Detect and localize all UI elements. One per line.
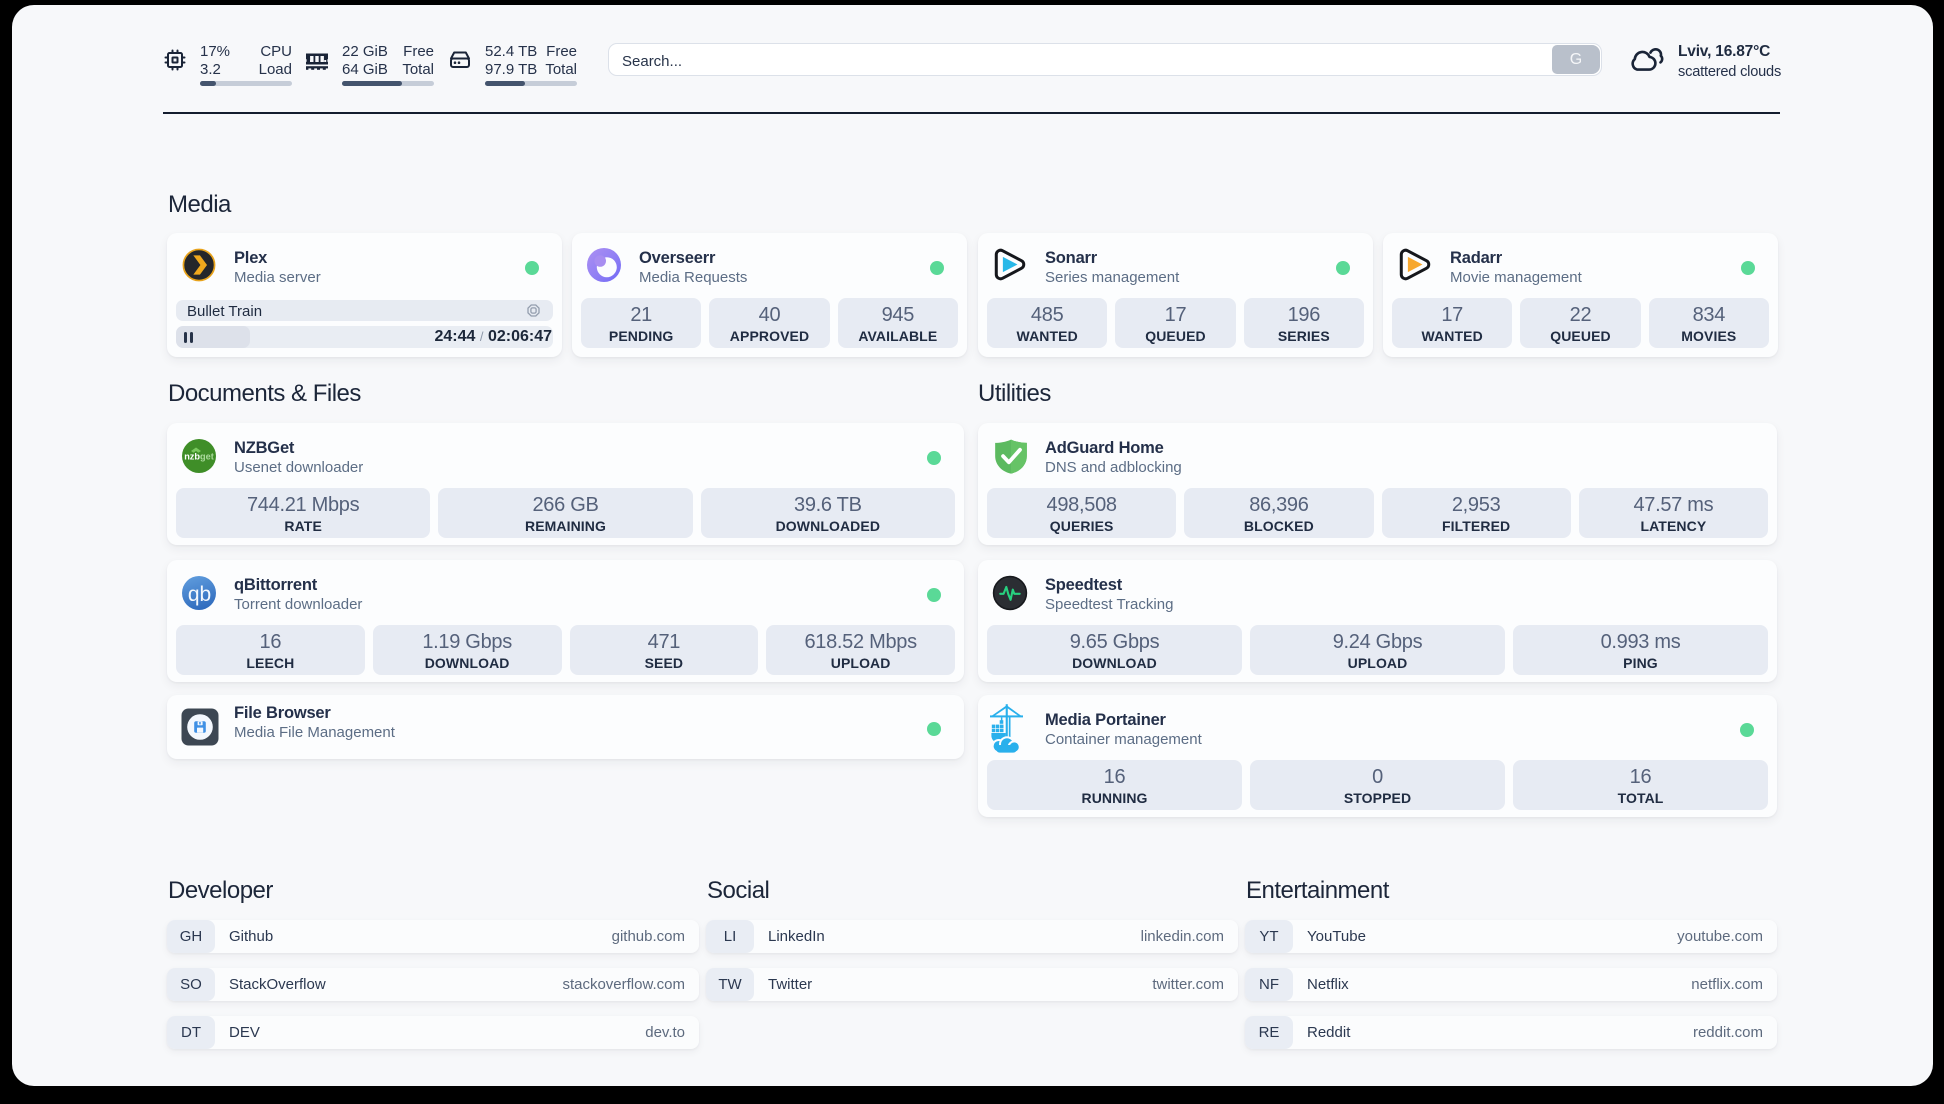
svg-text:qb: qb bbox=[188, 583, 211, 606]
svg-text:nzbget: nzbget bbox=[184, 452, 214, 462]
